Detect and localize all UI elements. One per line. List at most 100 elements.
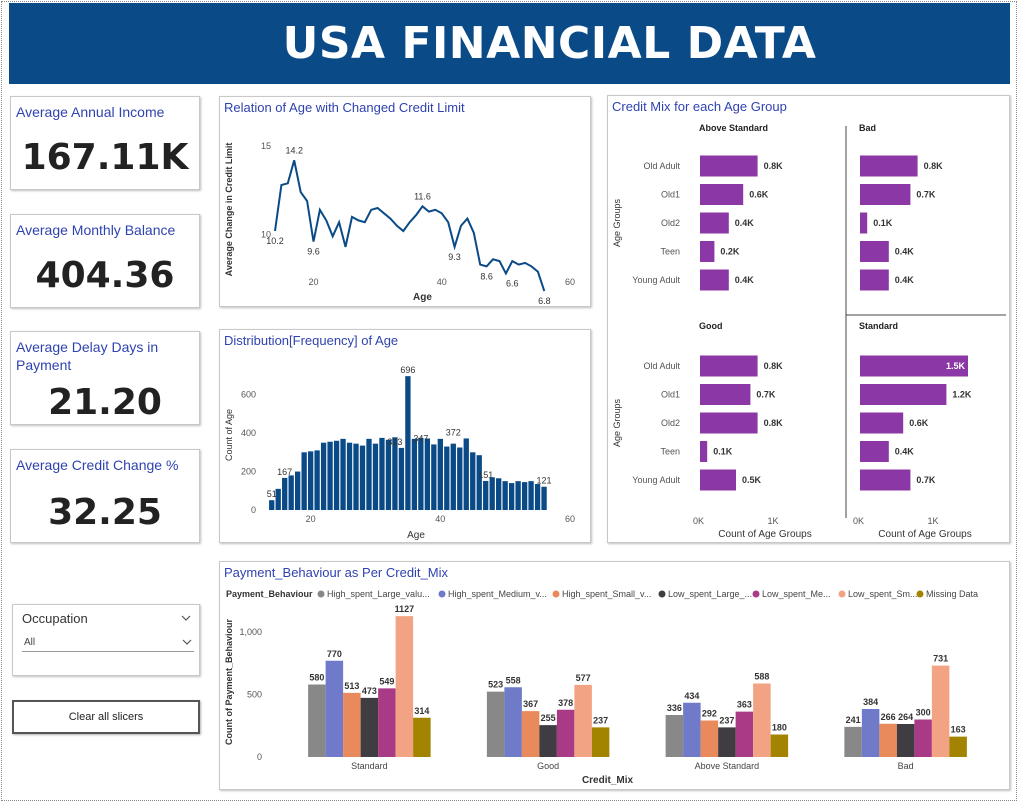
data-label: 241: [846, 715, 861, 725]
data-label: 266: [881, 712, 896, 722]
age-credit-line-chart[interactable]: Relation of Age with Changed Credit Limi…: [219, 96, 591, 307]
grouped-bar: [378, 688, 396, 757]
data-label: 121: [537, 476, 552, 486]
histogram-bar: [282, 477, 288, 510]
kpi-value: 404.36: [35, 255, 175, 296]
grouped-bar: [879, 723, 897, 757]
histogram-bar: [457, 447, 463, 510]
kpi-card-monthly-balance[interactable]: Average Monthly Balance 404.36: [10, 214, 200, 308]
data-label: 580: [309, 673, 324, 683]
chevron-down-icon[interactable]: [181, 615, 191, 621]
histogram-bar: [314, 450, 320, 510]
legend-item: Low_spent_Large_...: [668, 589, 752, 599]
credit-mix-bar: [700, 384, 751, 405]
grouped-bar: [861, 709, 880, 757]
page-title: USA FINANCIAL DATA: [282, 18, 817, 69]
category-label: Young Adult: [632, 475, 680, 485]
occupation-slicer[interactable]: Occupation All: [12, 604, 200, 676]
data-label: 731: [933, 654, 948, 664]
credit-mix-bar: [860, 212, 868, 234]
kpi-card-annual-income[interactable]: Average Annual Income 167.11K: [10, 96, 200, 190]
x-tick-label: 0K: [693, 516, 704, 526]
payment-behaviour-chart[interactable]: Payment_Behaviour as Per Credit_Mix Paym…: [219, 561, 1010, 790]
credit-mix-svg: Above Standard 0.8K Old Adult 0.6K Old1 0.4K O…: [612, 123, 1006, 540]
histogram-bar: [431, 444, 437, 510]
category-label: Above Standard: [695, 761, 760, 771]
category-label: Old1: [661, 190, 680, 200]
data-label: 300: [916, 708, 931, 718]
age-distribution-chart[interactable]: Distribution[Frequency] of Age 0 200 400 60…: [219, 329, 591, 543]
data-label: 523: [488, 680, 503, 690]
data-label: 770: [327, 649, 342, 659]
grouped-bar: [486, 691, 505, 757]
kpi-card-delay-days[interactable]: Average Delay Days in Payment 21.20: [10, 331, 200, 425]
occupation-dropdown[interactable]: All: [22, 633, 194, 652]
data-label: 255: [541, 713, 556, 723]
histogram-bar: [301, 452, 307, 510]
legend-marker: [658, 590, 666, 598]
histogram-bar: [411, 438, 418, 510]
histogram-bar: [534, 484, 541, 510]
panel-label: Standard: [859, 321, 898, 331]
data-label: 0.8K: [764, 418, 784, 428]
grouped-bar: [504, 687, 522, 757]
histogram-bar: [541, 486, 547, 510]
legend-item: Low_spent_Me...: [762, 589, 831, 599]
payment-behaviour-svg: Payment_Behaviour High_spent_Large_valu..…: [224, 589, 978, 786]
histogram-bar: [295, 471, 301, 510]
x-axis-title: Credit_Mix: [582, 775, 634, 786]
data-label: 336: [667, 703, 682, 713]
data-label: 0.8K: [764, 361, 784, 371]
grouped-bar: [718, 727, 736, 757]
histogram-bar: [385, 439, 392, 510]
category-label: Old Adult: [643, 161, 680, 171]
data-label: 513: [344, 681, 359, 691]
credit-mix-bar: [860, 412, 904, 434]
x-tick-label: 40: [437, 277, 447, 287]
category-label: Bad: [898, 761, 914, 771]
data-label: 0.4K: [895, 275, 915, 285]
histogram-bar: [476, 455, 482, 510]
data-label: 0.7K: [756, 390, 776, 400]
data-label: 0.7K: [916, 190, 936, 200]
chart-title: Distribution[Frequency] of Age: [224, 333, 399, 348]
grouped-bar: [591, 727, 610, 757]
slicer-selected-value: All: [24, 637, 36, 648]
legend-item: High_spent_Large_valu...: [327, 589, 430, 599]
y-tick-label: 500: [247, 690, 262, 700]
data-label: 0.4K: [735, 218, 755, 228]
legend-marker: [752, 590, 760, 598]
credit-mix-age-chart[interactable]: Credit Mix for each Age Group Above Stan…: [607, 95, 1010, 543]
credit-mix-bar: [860, 155, 918, 177]
histogram-bar: [483, 480, 489, 510]
histogram-bar: [450, 443, 456, 510]
data-label: 9.6: [307, 247, 320, 257]
legend-marker: [438, 590, 446, 598]
histogram-bar: [502, 481, 508, 510]
kpi-card-credit-change[interactable]: Average Credit Change % 32.25: [10, 449, 200, 543]
chevron-down-icon: [182, 639, 192, 645]
clear-all-slicers-button[interactable]: Clear all slicers: [12, 700, 200, 734]
data-label: 9.3: [448, 252, 461, 262]
credit-mix-bar: [860, 355, 968, 377]
y-tick-label: 15: [261, 141, 271, 151]
credit-mix-bar: [860, 384, 947, 405]
grouped-bar: [735, 711, 754, 757]
legend-marker: [838, 590, 846, 598]
histogram-bar: [515, 481, 521, 510]
data-label: 0.8K: [924, 161, 944, 171]
data-label: 434: [684, 691, 699, 701]
credit-mix-bar: [700, 212, 729, 234]
data-label: 0.5K: [742, 475, 762, 485]
data-label: 8.6: [480, 271, 493, 281]
histogram-bar: [320, 442, 327, 510]
slicer-title: Occupation: [22, 611, 88, 626]
y-axis-title: Count of Age: [224, 409, 234, 461]
grouped-bar: [753, 683, 771, 757]
y-axis-title: Average Change in Credit Limit: [224, 143, 234, 277]
legend-marker: [552, 590, 560, 598]
legend-item: Missing Data: [926, 589, 978, 599]
data-label: 180: [772, 723, 787, 733]
x-tick-label: 0K: [853, 516, 864, 526]
